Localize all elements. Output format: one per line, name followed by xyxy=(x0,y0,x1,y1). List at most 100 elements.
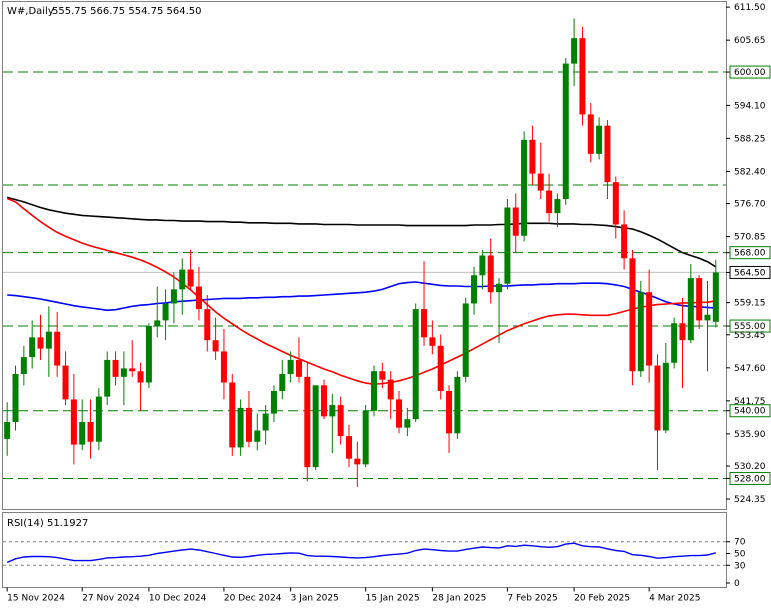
candle-body xyxy=(446,390,453,434)
candle-body xyxy=(512,207,519,236)
candle xyxy=(637,280,644,377)
candle-body xyxy=(537,173,544,191)
price-tick-label: 540.00 xyxy=(734,407,766,417)
candle-body xyxy=(462,303,469,377)
candle xyxy=(496,278,503,343)
candle-body xyxy=(379,371,386,380)
candle-body xyxy=(696,278,703,321)
candle-body xyxy=(120,368,127,377)
candle-body xyxy=(270,390,277,414)
candle xyxy=(654,354,661,470)
candle xyxy=(596,117,603,160)
candle xyxy=(712,259,719,328)
candle xyxy=(687,263,694,343)
candle xyxy=(70,374,77,465)
price-tick-label: 555.00 xyxy=(734,322,766,332)
candle xyxy=(204,295,211,352)
rsi-indicator xyxy=(3,541,726,566)
candle-body xyxy=(362,410,369,465)
time-tick-label: 15 Jan 2025 xyxy=(366,594,420,604)
candle-body xyxy=(421,309,428,338)
candle xyxy=(29,320,36,369)
candle-body xyxy=(596,125,603,154)
candle xyxy=(521,131,528,242)
candle xyxy=(245,390,252,448)
candle-body xyxy=(404,419,411,428)
candle xyxy=(145,323,152,389)
candle-body xyxy=(37,337,44,349)
candle-body xyxy=(479,255,486,276)
candle-body xyxy=(671,323,678,363)
candle xyxy=(254,413,261,451)
candle xyxy=(295,337,302,383)
candle-body xyxy=(687,278,694,341)
candle-body xyxy=(4,422,11,439)
candle xyxy=(412,303,419,423)
price-axis: 611.50 605.65 600.00 594.10 588.25 582.40 576.… xyxy=(726,3,771,505)
candle xyxy=(354,441,361,487)
candle-body xyxy=(45,331,52,349)
time-tick-label: 27 Nov 2024 xyxy=(82,594,140,604)
candle-body xyxy=(487,255,494,293)
ohlc-readout: 555.75 566.75 554.75 564.50 xyxy=(52,6,202,17)
candle-body xyxy=(112,359,119,377)
candle-body xyxy=(295,359,302,377)
time-tick-label: 4 Mar 2025 xyxy=(649,594,700,604)
candle xyxy=(479,249,486,290)
price-tick-label: 594.10 xyxy=(734,101,766,111)
candle-body xyxy=(546,190,553,214)
candle-body xyxy=(646,292,653,366)
candle xyxy=(571,18,578,87)
candle xyxy=(45,306,52,377)
candle xyxy=(137,362,144,411)
candle xyxy=(662,342,669,434)
candle-body xyxy=(304,376,311,468)
candle xyxy=(229,374,236,456)
price-label-box xyxy=(729,319,771,333)
time-tick-label: 15 Nov 2024 xyxy=(7,594,65,604)
price-label-box xyxy=(729,65,771,79)
candle xyxy=(671,317,678,369)
price-tick-label: 559.15 xyxy=(734,299,766,309)
candle xyxy=(379,362,386,389)
candle xyxy=(79,399,86,451)
candle xyxy=(345,424,352,468)
rsi-tick-label: 70 xyxy=(734,538,746,548)
candle-body xyxy=(629,258,636,372)
price-tick-label: 570.85 xyxy=(734,233,766,243)
candle-body xyxy=(195,286,202,310)
candle xyxy=(212,317,219,360)
rsi-tick-label: 0 xyxy=(734,579,740,589)
price-tick-label: 605.65 xyxy=(734,36,766,46)
candle-body xyxy=(62,365,69,400)
candle-body xyxy=(412,309,419,420)
candle xyxy=(387,371,394,420)
candle xyxy=(154,286,161,338)
candle-body xyxy=(654,365,661,431)
candle-body xyxy=(170,289,177,304)
candle xyxy=(562,57,569,205)
rsi-line xyxy=(6,542,716,564)
candle xyxy=(404,407,411,437)
candle-body xyxy=(237,407,244,448)
candles xyxy=(4,18,719,487)
candle xyxy=(604,120,611,200)
candle-body xyxy=(320,385,327,417)
time-tick-label: 3 Jan 2025 xyxy=(291,594,339,604)
candle xyxy=(37,314,44,360)
candle xyxy=(454,371,461,439)
candle-body xyxy=(679,323,686,341)
price-tick-label: 568.00 xyxy=(734,249,766,259)
candle-body xyxy=(337,405,344,437)
candle xyxy=(179,258,186,315)
candle xyxy=(337,396,344,445)
candle xyxy=(20,345,27,386)
candle xyxy=(329,393,336,454)
candle-body xyxy=(20,357,27,375)
candle-body xyxy=(704,314,711,321)
candle-body xyxy=(604,125,611,183)
candle-body xyxy=(429,337,436,346)
candle-body xyxy=(554,199,561,214)
